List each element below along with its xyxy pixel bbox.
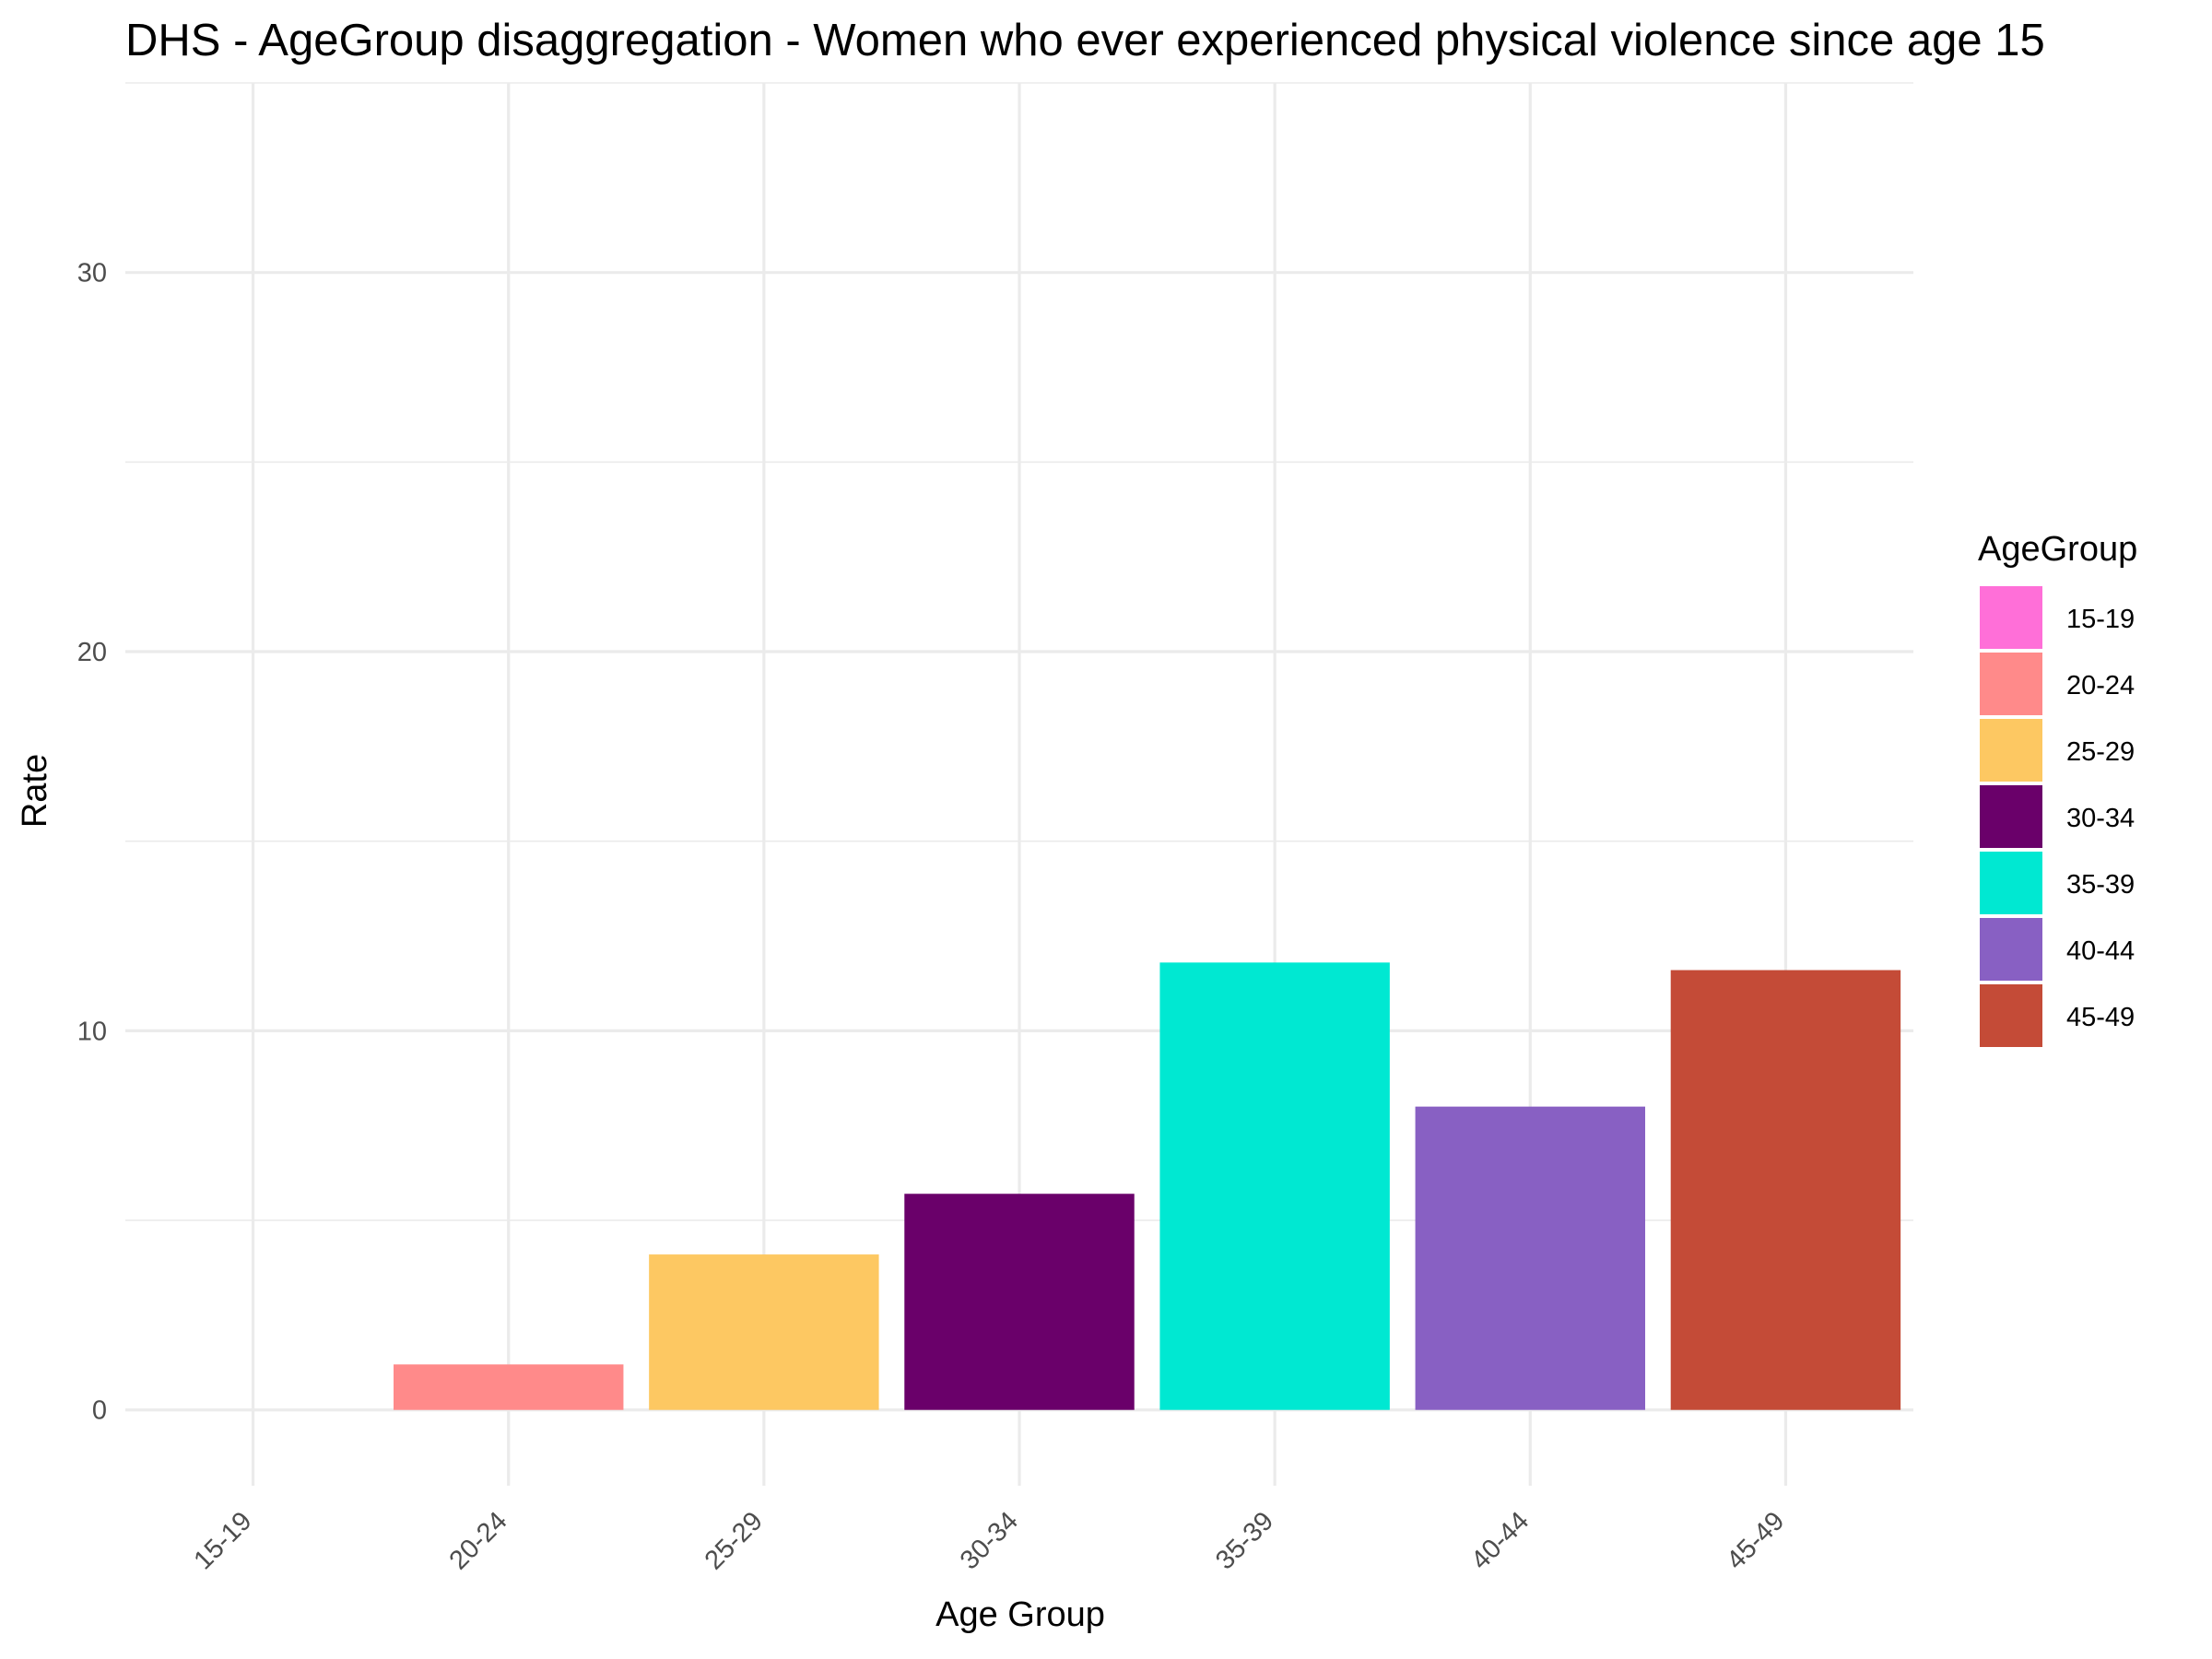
y-axis-title: Rate bbox=[16, 754, 54, 828]
legend-label: 35-39 bbox=[2066, 870, 2135, 900]
y-axis-ticks: 0 10 20 30 bbox=[77, 259, 107, 1426]
legend-label: 45-49 bbox=[2066, 1003, 2135, 1032]
bars bbox=[394, 962, 1901, 1410]
legend-key-45-49 bbox=[1980, 984, 2042, 1047]
x-axis-ticks: 15-19 20-24 25-29 30-34 35-39 40-44 45-49 bbox=[188, 1506, 1790, 1575]
legend: AgeGroup 15-19 20-24 25-29 30-34 35-39 40-44 4… bbox=[1978, 530, 2137, 1047]
y-tick-label: 10 bbox=[77, 1017, 107, 1046]
bar-35-39 bbox=[1159, 962, 1390, 1410]
legend-label: 25-29 bbox=[2066, 737, 2135, 767]
legend-label: 15-19 bbox=[2066, 605, 2135, 634]
legend-label: 20-24 bbox=[2066, 671, 2135, 700]
legend-key-25-29 bbox=[1980, 719, 2042, 782]
x-tick-label: 20-24 bbox=[444, 1506, 513, 1575]
x-axis-title: Age Group bbox=[935, 1595, 1105, 1634]
x-tick-label: 35-39 bbox=[1210, 1506, 1279, 1575]
x-tick-label: 45-49 bbox=[1721, 1506, 1790, 1575]
x-tick-label: 15-19 bbox=[188, 1506, 257, 1575]
bar-20-24 bbox=[394, 1364, 624, 1410]
bar-45-49 bbox=[1670, 970, 1901, 1410]
y-tick-label: 20 bbox=[77, 638, 107, 667]
legend-key-30-34 bbox=[1980, 785, 2042, 848]
x-tick-label: 30-34 bbox=[955, 1506, 1024, 1575]
x-tick-label: 25-29 bbox=[700, 1506, 769, 1575]
legend-title: AgeGroup bbox=[1978, 530, 2137, 569]
legend-label: 40-44 bbox=[2066, 936, 2135, 966]
legend-key-15-19 bbox=[1980, 586, 2042, 649]
bar-40-44 bbox=[1415, 1106, 1645, 1410]
y-tick-label: 0 bbox=[92, 1396, 107, 1426]
chart-title: DHS - AgeGroup disaggregation - Women wh… bbox=[125, 16, 2045, 65]
bar-25-29 bbox=[649, 1254, 879, 1410]
legend-key-40-44 bbox=[1980, 918, 2042, 981]
legend-key-35-39 bbox=[1980, 852, 2042, 914]
legend-label: 30-34 bbox=[2066, 804, 2135, 833]
y-tick-label: 30 bbox=[77, 259, 107, 288]
x-tick-label: 40-44 bbox=[1465, 1506, 1535, 1575]
legend-key-20-24 bbox=[1980, 653, 2042, 715]
bar-30-34 bbox=[904, 1194, 1135, 1410]
